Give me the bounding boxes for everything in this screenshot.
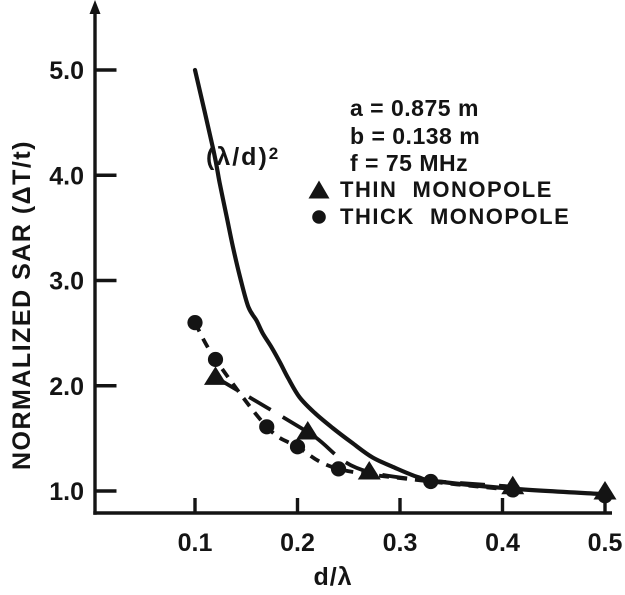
thin-monopole-line — [214, 375, 513, 489]
x-tick-label: 0.3 — [383, 529, 418, 557]
thin-monopole-marker — [204, 366, 227, 385]
x-axis-title: d/λ — [313, 563, 353, 591]
thick-monopole-marker — [187, 315, 203, 331]
legend-row: THIN MONOPOLE — [307, 176, 570, 204]
y-tick-label: 4.0 — [49, 162, 84, 190]
thick-monopole-marker — [423, 473, 439, 490]
curve-annotation-exponent: 2 — [268, 144, 279, 163]
circle-marker-icon — [312, 210, 326, 225]
triangle-marker-icon — [308, 180, 330, 199]
param-line: b = 0.138 m — [350, 122, 481, 149]
x-tick-label: 0.4 — [485, 529, 520, 557]
legend-row: THICK MONOPOLE — [307, 204, 570, 232]
thick-monopole-marker — [330, 461, 347, 477]
thick-monopole-marker — [207, 351, 224, 368]
thick-monopole-marker — [597, 488, 613, 504]
y-tick-label: 5.0 — [49, 57, 84, 85]
y-axis-title: NORMALIZED SAR (ΔT/t) — [8, 140, 36, 470]
thick-monopole-marker — [289, 439, 306, 455]
curve-annotation: (λ/d)2 — [206, 143, 278, 172]
thin-monopole-marker — [357, 461, 381, 480]
thin-monopole-marker — [296, 421, 320, 440]
param-line: a = 0.875 m — [350, 95, 479, 121]
legend-label: THIN MONOPOLE — [340, 176, 553, 202]
param-line: f = 75 MHz — [350, 150, 469, 176]
y-tick-label: 1.0 — [49, 478, 84, 506]
y-axis-arrow-icon — [89, 0, 101, 14]
y-tick-label: 2.0 — [49, 373, 84, 401]
legend-label: THICK MONOPOLE — [340, 204, 571, 230]
thick-monopole-marker — [259, 419, 275, 435]
y-tick-label: 3.0 — [49, 268, 84, 296]
thick-monopole-marker — [505, 482, 521, 498]
legend: THIN MONOPOLE THICK MONOPOLE — [307, 176, 570, 231]
x-tick-label: 0.1 — [178, 529, 213, 557]
x-tick-label: 0.5 — [588, 529, 623, 557]
curve-annotation-base: (λ/d) — [206, 143, 269, 171]
reference-curve — [192, 67, 608, 497]
x-tick-label: 0.2 — [280, 529, 315, 557]
